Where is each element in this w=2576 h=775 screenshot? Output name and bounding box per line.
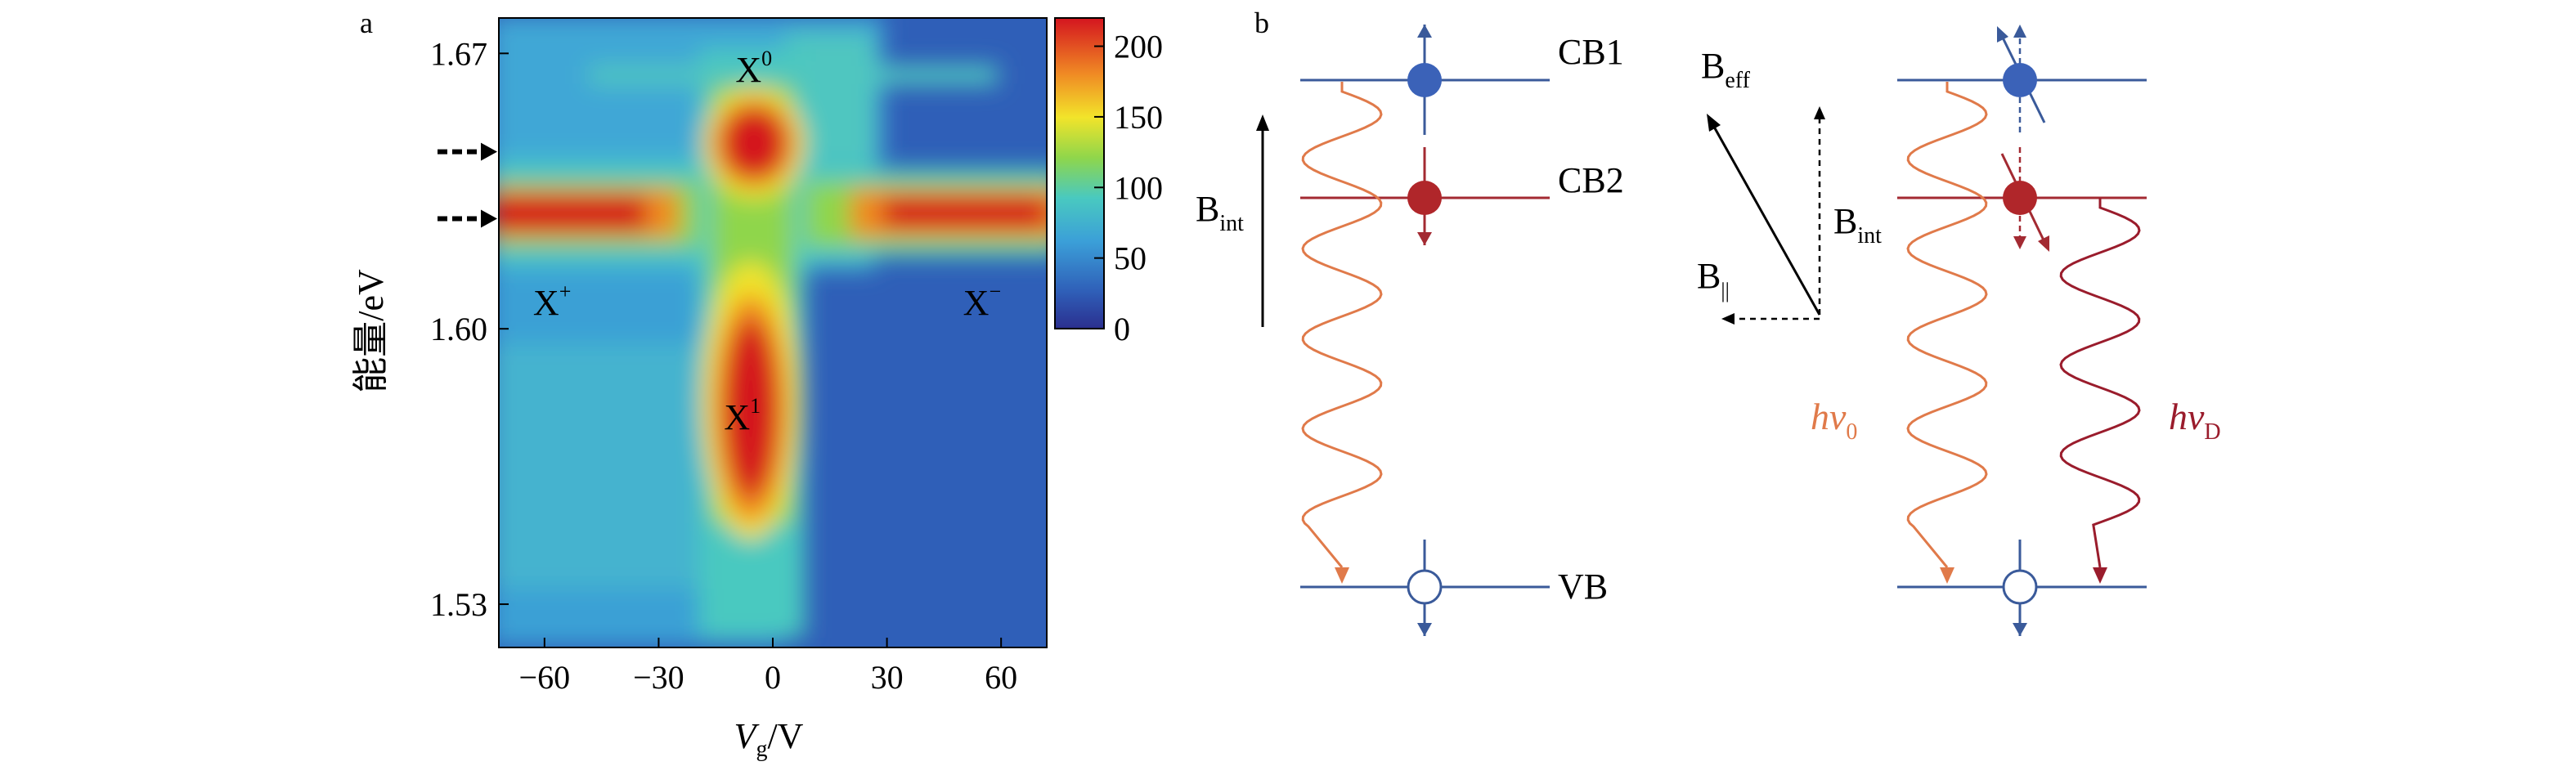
- vb-label: VB: [1558, 567, 1608, 607]
- x-axis-ticks: −60 −30 0 30 60: [519, 638, 1017, 696]
- hole-vb-left: [1407, 569, 1443, 605]
- b-int-label-left: Bint: [1196, 189, 1244, 236]
- x-tick-label: 60: [985, 659, 1017, 696]
- b-eff-label: Beff: [1701, 46, 1751, 93]
- field-vectors: Beff Bint B||: [1697, 46, 1882, 325]
- x-tick-label: −60: [519, 659, 571, 696]
- diagram-left: Bint CB1 CB2 VB: [1196, 25, 1624, 636]
- b-int-label-right: Bint: [1833, 201, 1882, 249]
- colorbar-ticks: 200 150 100 50 0: [1094, 29, 1163, 347]
- hv0-label: hv0: [1811, 396, 1857, 445]
- feature-label-x1: X1: [724, 394, 761, 437]
- electron-cb1-left: [1407, 63, 1442, 97]
- x-tick-label: 0: [765, 659, 781, 696]
- hvD-label: hvD: [2169, 396, 2221, 445]
- panel-a-label: a: [360, 7, 373, 39]
- panel-b-label: b: [1254, 7, 1269, 39]
- y-tick-label: 1.67: [430, 35, 487, 72]
- feature-labels: X0 X+ X− X1: [533, 47, 1001, 437]
- b-par-label: B||: [1697, 256, 1730, 302]
- emission-wave-hv0: [1906, 82, 1988, 568]
- feature-label-xminus: X−: [963, 280, 1001, 323]
- diagram-right: hv0 hvD: [1811, 25, 2221, 636]
- x-tick-label: 30: [871, 659, 904, 696]
- b-eff-arrow: [1709, 120, 1821, 316]
- y-axis-label: 能量/eV: [351, 269, 391, 393]
- feature-label-x0: X0: [735, 47, 772, 90]
- y-tick-label: 1.60: [430, 311, 487, 347]
- electron-cb2-right: [2003, 181, 2037, 215]
- hole-vb-right: [2002, 569, 2038, 605]
- electron-cb1-right: [2003, 63, 2037, 97]
- colorbar-tick-label: 100: [1114, 169, 1163, 206]
- cb2-label: CB2: [1558, 160, 1624, 200]
- emission-wave-hvD: [2059, 198, 2141, 568]
- colorbar-tick-label: 150: [1114, 99, 1163, 136]
- emission-wave-left: [1301, 82, 1383, 568]
- x-tick-label: −30: [633, 659, 684, 696]
- colorbar-tick-label: 0: [1114, 311, 1130, 347]
- heatmap: [438, 18, 1047, 647]
- colorbar-tick-label: 200: [1114, 29, 1163, 65]
- y-tick-label: 1.53: [430, 586, 487, 623]
- electron-cb2-left: [1407, 181, 1442, 215]
- y-axis-ticks: 1.67 1.60 1.53: [430, 35, 509, 623]
- arrow-markers: [438, 142, 497, 228]
- x-axis-label: Vg/V: [734, 716, 804, 762]
- colorbar: [1054, 17, 1105, 329]
- colorbar-tick-label: 50: [1114, 240, 1147, 277]
- cb1-label: CB1: [1558, 32, 1624, 72]
- feature-label-xplus: X+: [533, 280, 571, 323]
